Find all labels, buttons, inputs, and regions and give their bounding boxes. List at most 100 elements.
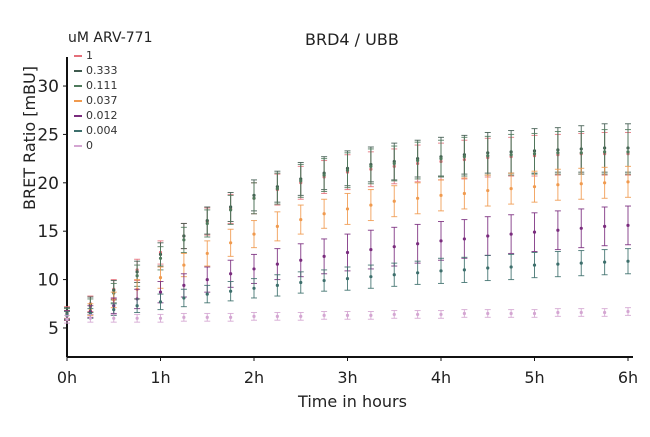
- data-point: [532, 311, 537, 316]
- y-tick-label: 5: [48, 319, 59, 339]
- data-point: [275, 187, 279, 191]
- data-point: [556, 262, 560, 266]
- data-point: [603, 310, 607, 315]
- legend-label: 1: [86, 49, 93, 62]
- x-tick-label: 4h: [431, 368, 451, 387]
- data-point: [135, 274, 139, 278]
- legend-swatch: [74, 115, 82, 117]
- data-point: [322, 313, 326, 317]
- data-point: [252, 267, 256, 271]
- x-tick-label: 0h: [57, 368, 77, 387]
- data-point: [392, 199, 396, 203]
- data-point: [486, 266, 490, 270]
- legend-swatch: [74, 85, 82, 87]
- legend-swatch: [74, 100, 82, 102]
- data-point: [229, 241, 233, 245]
- data-point: [369, 275, 373, 279]
- data-point: [556, 310, 560, 315]
- data-point: [416, 271, 420, 275]
- data-point: [112, 316, 116, 320]
- data-point: [229, 272, 233, 276]
- data-point: [229, 208, 233, 212]
- data-point: [345, 168, 350, 172]
- data-point: [532, 263, 537, 267]
- series-0_004: [64, 248, 631, 320]
- data-point: [229, 315, 233, 319]
- y-tick-label: 20: [37, 174, 59, 194]
- data-point: [182, 315, 186, 319]
- data-point: [182, 296, 186, 300]
- x-axis-label: Time in hours: [298, 392, 407, 411]
- data-point: [626, 180, 630, 184]
- data-point: [626, 309, 630, 314]
- legend-label: 0: [86, 139, 93, 152]
- data-point: [275, 283, 279, 287]
- legend-item: 0.333: [74, 65, 118, 77]
- legend-item: 0: [74, 140, 93, 152]
- data-point: [439, 193, 443, 197]
- series-0_111: [64, 129, 631, 321]
- legend-item: 0.037: [74, 95, 118, 107]
- data-point: [252, 232, 256, 236]
- data-point: [275, 224, 279, 228]
- data-point: [416, 242, 420, 246]
- data-point: [322, 278, 326, 283]
- series-0_012: [64, 205, 631, 321]
- data-point: [252, 196, 256, 200]
- legend-label: 0.333: [86, 64, 118, 77]
- data-point: [158, 316, 163, 320]
- data-point: [322, 173, 326, 177]
- data-point: [135, 316, 139, 320]
- data-point: [369, 164, 373, 168]
- data-point: [579, 310, 583, 315]
- data-point: [556, 183, 560, 187]
- data-point: [486, 188, 490, 193]
- series-0: [64, 307, 631, 324]
- data-point: [416, 158, 420, 163]
- x-tick-label: 1h: [150, 368, 170, 387]
- data-point: [509, 311, 513, 316]
- data-point: [603, 181, 607, 185]
- legend-label: 0.012: [86, 109, 118, 122]
- data-point: [509, 265, 513, 269]
- data-point: [205, 251, 209, 256]
- data-point: [603, 224, 607, 228]
- data-point: [556, 151, 560, 155]
- data-point: [252, 286, 256, 290]
- y-tick-label: 15: [37, 222, 59, 242]
- legend-swatch: [74, 130, 82, 132]
- x-tick-label: 3h: [337, 368, 357, 387]
- data-point: [369, 203, 373, 207]
- data-point: [392, 273, 396, 277]
- data-point: [462, 311, 466, 316]
- data-point: [205, 221, 209, 226]
- data-point: [158, 290, 163, 294]
- data-point: [369, 247, 373, 252]
- data-point: [626, 223, 630, 227]
- data-point: [416, 196, 420, 200]
- data-point: [439, 312, 443, 317]
- data-point: [299, 179, 303, 183]
- legend-item: 1: [74, 50, 93, 62]
- data-point: [322, 254, 326, 258]
- data-point: [345, 277, 350, 281]
- x-tick-label: 6h: [618, 368, 638, 387]
- data-point: [345, 313, 350, 317]
- data-point: [532, 185, 537, 189]
- data-point: [462, 191, 466, 196]
- legend-label: 0.111: [86, 79, 118, 92]
- x-tick-label: 2h: [244, 368, 264, 387]
- y-tick-label: 30: [37, 77, 59, 97]
- data-point: [486, 154, 490, 158]
- data-point: [182, 238, 186, 242]
- data-point: [579, 151, 583, 155]
- data-point: [88, 316, 92, 320]
- legend-swatch: [74, 145, 82, 147]
- data-point: [369, 313, 373, 317]
- data-point: [299, 314, 303, 318]
- data-point: [205, 315, 209, 319]
- legend-item: 0.004: [74, 125, 118, 137]
- y-tick-label: 10: [37, 271, 59, 291]
